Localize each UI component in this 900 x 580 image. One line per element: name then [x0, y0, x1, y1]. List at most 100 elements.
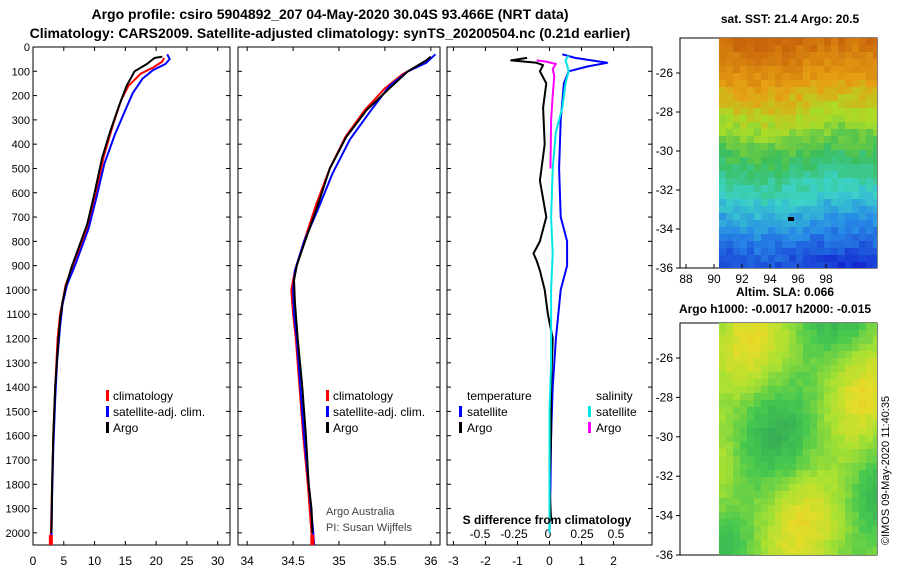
map-cell: [845, 80, 852, 87]
map-cell: [761, 365, 768, 372]
map-cell: [747, 491, 754, 498]
map-cell: [817, 533, 824, 540]
map-cell: [831, 164, 838, 171]
map-cell: [789, 255, 796, 262]
map-cell: [845, 498, 852, 505]
map-cell: [803, 498, 810, 505]
map-cell: [859, 463, 866, 470]
map-cell: [768, 456, 775, 463]
map-cell: [796, 150, 803, 157]
map-cell: [873, 456, 877, 463]
map-cell: [782, 108, 789, 115]
map-cell: [761, 45, 768, 52]
map-cell: [782, 456, 789, 463]
map-cell: [873, 470, 877, 477]
map-cell: [775, 428, 782, 435]
map-cell: [810, 255, 817, 262]
map-cell: [803, 136, 810, 143]
map-cell: [796, 470, 803, 477]
map-cell: [754, 393, 761, 400]
map-cell: [761, 150, 768, 157]
map-cell: [831, 554, 838, 555]
legend-label-sal-argo: Argo: [596, 421, 622, 435]
map-cell: [719, 80, 726, 87]
map-cell: [845, 262, 852, 268]
map-cell: [782, 80, 789, 87]
map-cell: [866, 386, 873, 393]
map-cell: [768, 178, 775, 185]
map-cell: [803, 122, 810, 129]
map-cell: [754, 87, 761, 94]
map-cell: [719, 477, 726, 484]
map-cell: [866, 87, 873, 94]
map-cell: [740, 150, 747, 157]
legend-label-sal-satellite: satellite: [596, 405, 637, 419]
map-cell: [845, 442, 852, 449]
map-cell: [838, 414, 845, 421]
map-cell: [859, 526, 866, 533]
map-cell: [803, 414, 810, 421]
map-cell: [845, 164, 852, 171]
map-cell: [803, 255, 810, 262]
map-cell: [775, 227, 782, 234]
map-cell: [838, 393, 845, 400]
map-cell: [810, 171, 817, 178]
map-cell: [831, 87, 838, 94]
map-cell: [873, 143, 877, 150]
legend-label-climatology: climatology: [113, 389, 173, 403]
map-cell: [831, 463, 838, 470]
map-cell: [747, 227, 754, 234]
map-cell: [782, 386, 789, 393]
map-cell: [740, 73, 747, 80]
map-cell: [803, 199, 810, 206]
map-cell: [796, 533, 803, 540]
map-cell: [845, 358, 852, 365]
map-cell: [754, 505, 761, 512]
map-cell: [866, 157, 873, 164]
map-cell: [831, 150, 838, 157]
map-cell: [733, 220, 740, 227]
map-cell: [845, 94, 852, 101]
map-cell: [719, 101, 726, 108]
map-cell: [782, 393, 789, 400]
map-cell: [726, 400, 733, 407]
y-tick-label: 1800: [6, 479, 30, 491]
map-cell: [775, 540, 782, 547]
map-cell: [761, 227, 768, 234]
map-cell: [747, 255, 754, 262]
map-cell: [789, 442, 796, 449]
map-cell: [726, 547, 733, 554]
map-cell: [782, 164, 789, 171]
plot-title-line-1: Argo profile: csiro 5904892_207 04-May-2…: [91, 6, 569, 22]
legend-label-satellite: satellite-adj. clim.: [333, 405, 425, 419]
map-cell: [859, 164, 866, 171]
map-cell: [859, 157, 866, 164]
y-tick-label: 400: [12, 139, 30, 151]
map-cell: [845, 470, 852, 477]
map-cell: [782, 470, 789, 477]
map-cell: [789, 108, 796, 115]
map-cell: [789, 372, 796, 379]
map-cell: [747, 358, 754, 365]
map-cell: [845, 526, 852, 533]
map-cell: [775, 442, 782, 449]
map-cell: [789, 477, 796, 484]
map-cell: [873, 206, 877, 213]
map-cell: [761, 526, 768, 533]
map-cell: [782, 351, 789, 358]
map-cell: [761, 136, 768, 143]
map-cell: [733, 59, 740, 66]
map-cell: [838, 421, 845, 428]
map-y-tick-label: -34: [656, 222, 674, 236]
map-y-tick-label: -32: [656, 183, 674, 197]
map-cell: [775, 248, 782, 255]
map-cell: [831, 206, 838, 213]
map-cell: [747, 213, 754, 220]
map-cell: [782, 414, 789, 421]
map-cell: [754, 547, 761, 554]
map-cell: [754, 220, 761, 227]
map-cell: [817, 407, 824, 414]
map-cell: [768, 477, 775, 484]
y-tick-label: 900: [12, 261, 30, 273]
map-cell: [747, 157, 754, 164]
